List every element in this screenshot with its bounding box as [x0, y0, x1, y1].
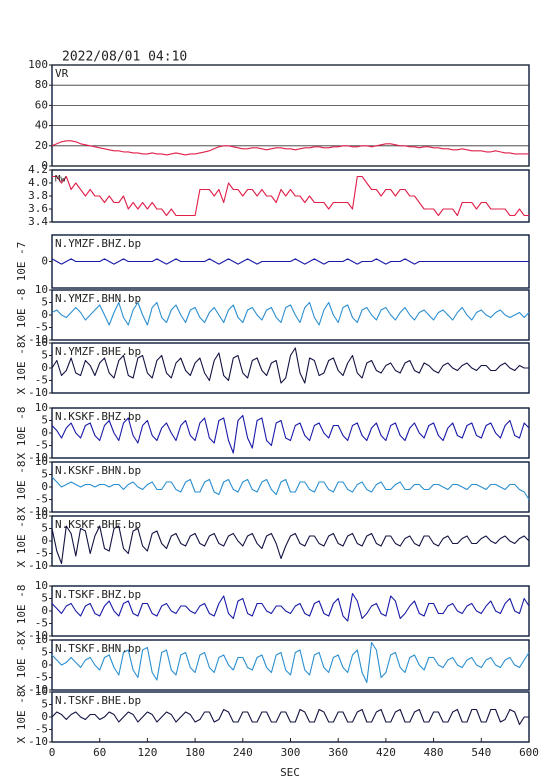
y-axis-label: X 10E -8: [15, 342, 28, 395]
y-tick-label: 0: [41, 604, 48, 617]
trace: [51, 347, 529, 384]
y-tick-label: 10: [35, 283, 48, 296]
trace: [51, 258, 529, 265]
trace: [52, 175, 529, 217]
y-tick-label: 5: [41, 522, 48, 535]
y-tick-label: 4.2: [28, 163, 48, 176]
y-tick-label: -10: [28, 333, 48, 346]
x-tick-label: 0: [49, 746, 56, 759]
y-tick-label: 5: [41, 296, 48, 309]
y-axis-label: X 10E -8: [15, 639, 28, 692]
y-tick-label: 10: [35, 579, 48, 592]
y-tick-label: 10: [35, 509, 48, 522]
y-tick-label: -10: [28, 505, 48, 518]
panel-frame: [51, 64, 530, 167]
y-tick-label: -5: [35, 723, 48, 736]
y-tick-label: 0: [41, 710, 48, 723]
y-tick-label: -10: [28, 451, 48, 464]
y-tick-label: 5: [41, 414, 48, 427]
x-tick-label: 540: [471, 746, 491, 759]
trace: [51, 525, 530, 565]
panel-label: N.TSKF.BHZ.bp: [55, 588, 141, 601]
chart-title: 2022/08/01 04:10: [62, 50, 187, 65]
x-tick-label: 60: [93, 746, 106, 759]
y-tick-label: 10: [35, 455, 48, 468]
y-tick-label: 0: [41, 361, 48, 374]
y-tick-label: -10: [28, 559, 48, 572]
panel-label: N.TSKF.BHN.bp: [55, 642, 141, 655]
y-tick-label: 5: [41, 592, 48, 605]
x-tick-label: 480: [424, 746, 444, 759]
y-tick-label: 10: [35, 685, 48, 698]
y-tick-label: 10: [35, 336, 48, 349]
y-tick-label: -10: [28, 629, 48, 642]
y-tick-label: -10: [28, 683, 48, 696]
y-tick-label: 5: [41, 646, 48, 659]
y-tick-label: 5: [41, 349, 48, 362]
y-tick-label: 3.8: [28, 189, 48, 202]
x-tick-label: 420: [376, 746, 396, 759]
y-tick-label: 0: [41, 534, 48, 547]
panel-label: N.KSKF.BHN.bp: [55, 464, 141, 477]
trace: [51, 476, 530, 500]
x-tick-label: 120: [137, 746, 157, 759]
trace: [51, 708, 529, 726]
y-tick-label: 40: [35, 119, 48, 132]
y-tick-label: -5: [35, 617, 48, 630]
y-tick-label: -5: [35, 321, 48, 334]
trace: [51, 140, 529, 156]
trace: [51, 301, 530, 326]
panel-label: Mw: [55, 175, 66, 185]
x-tick-label: 180: [185, 746, 205, 759]
y-tick-label: 3.4: [28, 215, 48, 228]
y-tick-label: 0: [41, 658, 48, 671]
y-axis-label: X 10E -8: [15, 515, 28, 568]
x-tick-label: 240: [233, 746, 253, 759]
panel-label: N.YMZF.BHN.bp: [55, 292, 141, 305]
y-tick-label: 100: [28, 58, 48, 71]
y-axis-label: 10E -7: [15, 242, 28, 282]
panel-label: N.KSKF.BHE.bp: [55, 518, 141, 531]
trace: [51, 641, 530, 684]
y-tick-label: 80: [35, 78, 48, 91]
x-axis-label: SEC: [280, 766, 300, 779]
y-tick-label: 0: [41, 159, 48, 172]
y-tick-label: 20: [35, 139, 48, 152]
panel-label: N.YMZF.BHE.bp: [55, 345, 141, 358]
y-axis-label: X 10E -8: [15, 407, 28, 460]
y-tick-label: 3.6: [28, 202, 48, 215]
y-tick-label: -5: [35, 671, 48, 684]
y-tick-label: 0: [41, 480, 48, 493]
y-tick-label: -5: [35, 493, 48, 506]
x-tick-label: 600: [519, 746, 539, 759]
y-tick-label: 60: [35, 98, 48, 111]
y-tick-label: -10: [28, 386, 48, 399]
y-tick-label: 5: [41, 698, 48, 711]
y-axis-label: X 10E -8: [15, 289, 28, 342]
y-tick-label: 0: [41, 426, 48, 439]
y-tick-label: 4.0: [28, 176, 48, 189]
y-axis-label: X 10E -8: [15, 461, 28, 514]
y-tick-label: -10: [28, 735, 48, 748]
panel-label: N.KSKF.BHZ.bp: [55, 410, 141, 423]
y-axis-label: X 10E -8: [15, 691, 28, 744]
y-tick-label: 10: [35, 401, 48, 414]
panel-label: N.YMZF.BHZ.bp: [55, 237, 141, 250]
y-tick-label: -5: [35, 374, 48, 387]
x-tick-label: 360: [328, 746, 348, 759]
trace: [51, 414, 530, 454]
y-tick-label: 0: [41, 308, 48, 321]
x-tick-label: 300: [281, 746, 301, 759]
y-axis-label: X 10E -8: [15, 585, 28, 638]
panel-label: VR: [55, 67, 69, 80]
trace: [51, 592, 530, 622]
y-tick-label: -5: [35, 547, 48, 560]
y-tick-label: -5: [35, 439, 48, 452]
y-tick-label: 5: [41, 468, 48, 481]
y-tick-label: 10: [35, 633, 48, 646]
panel-label: N.TSKF.BHE.bp: [55, 694, 141, 707]
y-tick-label: 0: [41, 255, 48, 268]
